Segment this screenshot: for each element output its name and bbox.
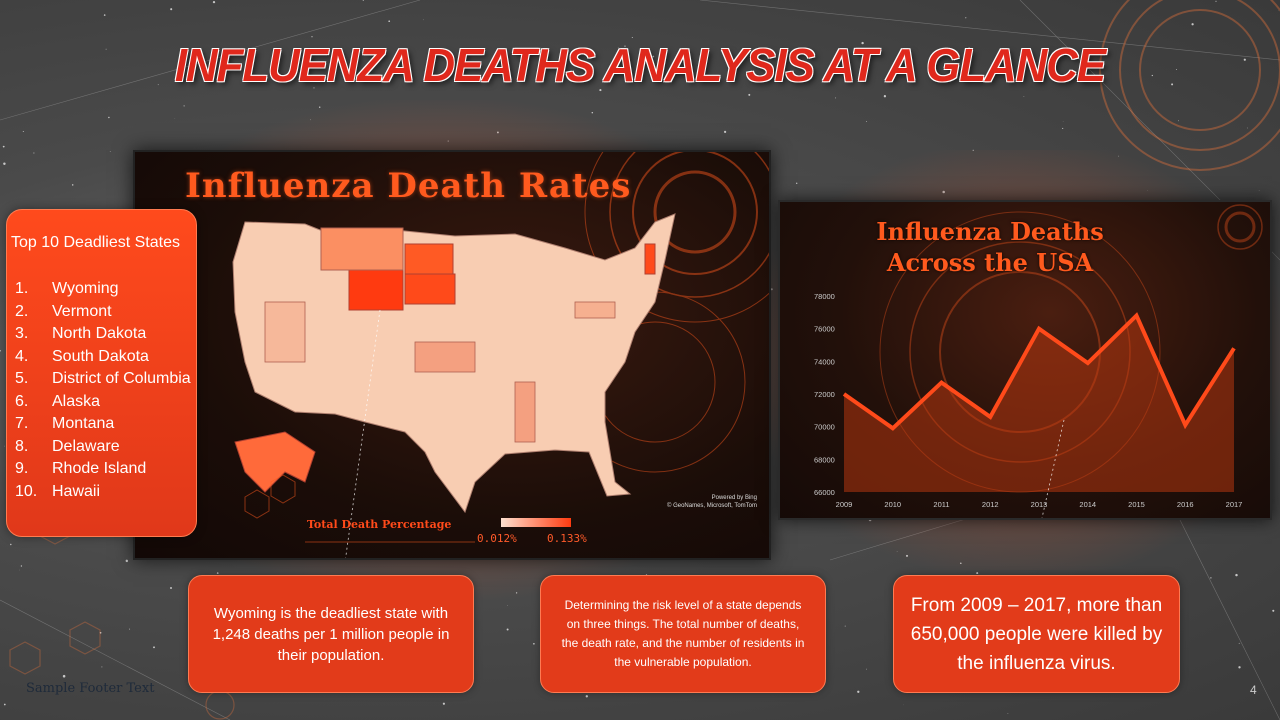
top10-item-name: Rhode Island bbox=[52, 460, 147, 477]
legend-min: 0.012% bbox=[477, 532, 517, 545]
top10-item: 9. Rhode Island bbox=[15, 458, 191, 481]
chart-y-tick-label: 68000 bbox=[814, 455, 835, 464]
top10-item: 10. Hawaii bbox=[15, 481, 191, 504]
top10-item-name: North Dakota bbox=[52, 325, 147, 342]
map-decoration bbox=[232, 152, 769, 558]
top10-item-number: 3. bbox=[15, 325, 29, 342]
top10-item-number: 10. bbox=[15, 482, 38, 500]
top10-item-number: 2. bbox=[15, 302, 29, 320]
top10-item: 5. District of Columbia bbox=[15, 368, 191, 391]
top10-item-name: South Dakota bbox=[52, 347, 149, 365]
top10-item: 2. Vermont bbox=[15, 301, 191, 324]
chart-x-tick-label: 2010 bbox=[884, 500, 901, 509]
map-title: Influenza Death Rates bbox=[185, 166, 632, 206]
chart-x-tick-label: 2009 bbox=[836, 500, 853, 509]
chart-title: Influenza Deaths Across the USA bbox=[780, 216, 1200, 278]
top10-item-name: Montana bbox=[52, 415, 115, 432]
chart-x-tick-label: 2014 bbox=[1079, 500, 1096, 509]
chart-x-tick-label: 2015 bbox=[1128, 500, 1145, 509]
top10-item: 7. Montana bbox=[15, 413, 191, 436]
legend-title: Total Death Percentage bbox=[307, 518, 452, 531]
top10-item-name: Hawaii bbox=[52, 482, 101, 500]
map-credit-line1: Powered by Bing bbox=[711, 495, 757, 501]
legend-color-bar bbox=[501, 518, 571, 527]
wyoming-fact-text: Wyoming is the deadliest state with 1,24… bbox=[212, 604, 450, 664]
chart-y-tick-label: 72000 bbox=[814, 390, 835, 399]
risk-level-text: Determining the risk level of a state de… bbox=[561, 598, 805, 669]
top10-item-number: 4. bbox=[15, 347, 29, 365]
top10-item-name: Wyoming bbox=[52, 280, 119, 297]
chart-y-tick-label: 76000 bbox=[814, 325, 835, 334]
chart-x-tick-label: 2012 bbox=[982, 500, 999, 509]
chart-y-tick-label: 78000 bbox=[814, 292, 835, 301]
top10-item-name: Alaska bbox=[52, 392, 101, 410]
state-south-dakota bbox=[404, 273, 456, 305]
chart-x-tick-label: 2011 bbox=[933, 500, 949, 509]
deaths-area-chart: 66000 68000 70000 72000 74000 76000 78000 2009 2… bbox=[814, 292, 1243, 509]
chart-x-tick-label: 2016 bbox=[1177, 500, 1194, 509]
total-deaths-text: From 2009 – 2017, more than 650,000 peop… bbox=[910, 594, 1163, 674]
map-credit-line2: © GeoNames, Microsoft, TomTom bbox=[667, 503, 757, 509]
slide-title: INFLUENZA DEATHS ANALYSIS AT A GLANCE bbox=[174, 39, 1106, 91]
top10-item: 6. Alaska bbox=[15, 391, 191, 414]
page-number: 4 bbox=[1250, 683, 1257, 697]
chart-y-tick-label: 66000 bbox=[814, 488, 835, 497]
top10-item-name: District of Columbia bbox=[52, 370, 191, 387]
chart-y-tick-label: 70000 bbox=[814, 423, 835, 432]
top10-item-number: 9. bbox=[15, 460, 29, 477]
state-north-dakota bbox=[404, 243, 454, 275]
legend-max: 0.133% bbox=[547, 532, 587, 545]
us-map bbox=[232, 213, 676, 514]
chart-x-tick-label: 2013 bbox=[1031, 500, 1048, 509]
state-vermont bbox=[644, 243, 656, 275]
risk-level-box: Determining the risk level of a state de… bbox=[540, 575, 826, 693]
state-wyoming bbox=[348, 269, 404, 311]
top10-item: 8. Delaware bbox=[15, 436, 191, 459]
top10-item-number: 1. bbox=[15, 280, 29, 297]
state-alaska bbox=[234, 431, 316, 493]
wyoming-fact-box: Wyoming is the deadliest state with 1,24… bbox=[188, 575, 474, 693]
top10-item: 1. Wyoming bbox=[15, 278, 191, 301]
top10-item-number: 6. bbox=[15, 392, 29, 410]
map-credit: Powered by Bing © GeoNames, Microsoft, T… bbox=[667, 494, 757, 510]
top10-item-number: 7. bbox=[15, 415, 29, 432]
chart-connector bbox=[1041, 419, 1065, 518]
chart-title-line1: Influenza Deaths bbox=[876, 217, 1104, 246]
chart-x-tick-label: 2017 bbox=[1226, 500, 1243, 509]
slide-footer: Sample Footer Text bbox=[26, 681, 155, 696]
chart-title-line2: Across the USA bbox=[886, 248, 1094, 277]
top10-item-number: 8. bbox=[15, 437, 29, 455]
top10-list: 1. Wyoming 2. Vermont 3. North Dakota 4. South … bbox=[15, 278, 191, 503]
top10-item-name: Delaware bbox=[52, 437, 120, 455]
top10-states-box: Top 10 Deadliest States 1. Wyoming 2. Vermo… bbox=[6, 209, 197, 537]
top10-item-number: 5. bbox=[15, 370, 29, 387]
chart-panel: Influenza Deaths Across the USA 66000 680… bbox=[778, 200, 1272, 520]
top10-item-name: Vermont bbox=[52, 302, 112, 320]
chart-y-tick-label: 74000 bbox=[814, 357, 835, 366]
chart-area-fill bbox=[844, 315, 1234, 492]
top10-item: 4. South Dakota bbox=[15, 346, 191, 369]
total-deaths-box: From 2009 – 2017, more than 650,000 peop… bbox=[893, 575, 1180, 693]
top10-title: Top 10 Deadliest States bbox=[11, 234, 180, 251]
map-panel: Influenza Death Rates Powered by Bing © … bbox=[133, 150, 771, 560]
state-montana bbox=[320, 227, 404, 271]
chart-series-line bbox=[842, 312, 1236, 431]
top10-item: 3. North Dakota bbox=[15, 323, 191, 346]
